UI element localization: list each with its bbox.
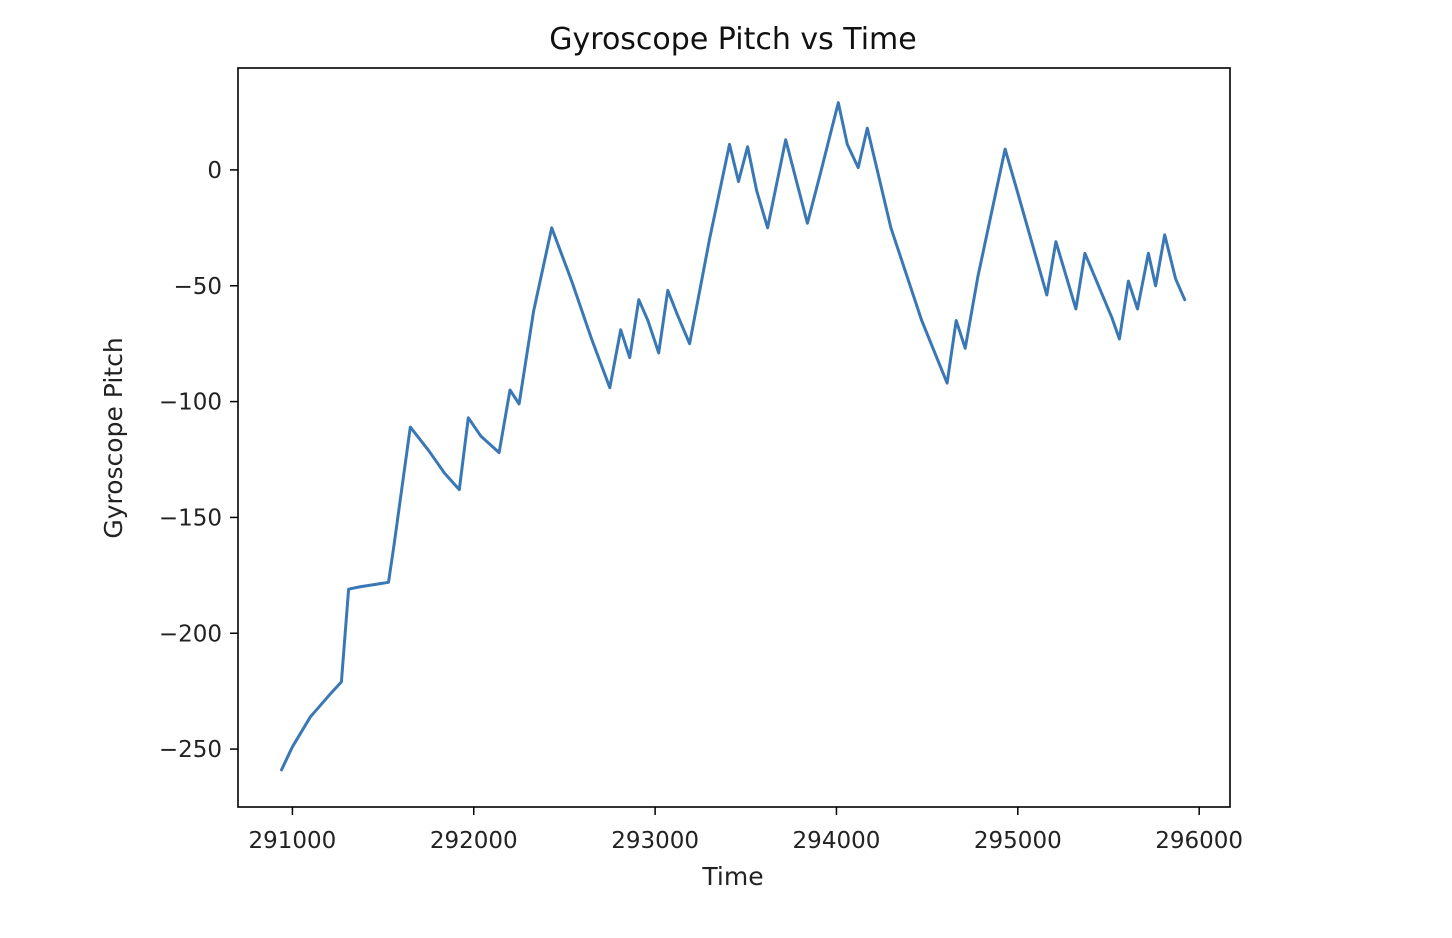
- plot-area: [280, 101, 1187, 772]
- y-tick-label: −200: [159, 621, 222, 647]
- x-tick-label: 292000: [430, 828, 518, 854]
- y-axis-label: Gyroscope Pitch: [99, 337, 128, 538]
- x-tick-label: 295000: [974, 828, 1062, 854]
- x-axis-label: Time: [701, 862, 763, 891]
- x-tick-label: 296000: [1155, 828, 1243, 854]
- x-axis: 291000 292000 293000 294000 295000 296000: [248, 807, 1243, 854]
- plot-frame: [237, 67, 1231, 808]
- pitch-series-line: [280, 101, 1187, 772]
- y-tick-label: −100: [159, 390, 222, 416]
- y-axis: 0 −50 −100 −150 −200 −250: [159, 158, 238, 763]
- x-tick-label: 294000: [793, 828, 881, 854]
- x-tick-label: 293000: [611, 828, 699, 854]
- y-tick-label: −150: [159, 505, 222, 531]
- y-tick-label: 0: [207, 158, 222, 184]
- x-tick-label: 291000: [248, 828, 336, 854]
- chart-title: Gyroscope Pitch vs Time: [549, 22, 916, 57]
- y-tick-label: −250: [159, 737, 222, 763]
- y-tick-label: −50: [173, 274, 222, 300]
